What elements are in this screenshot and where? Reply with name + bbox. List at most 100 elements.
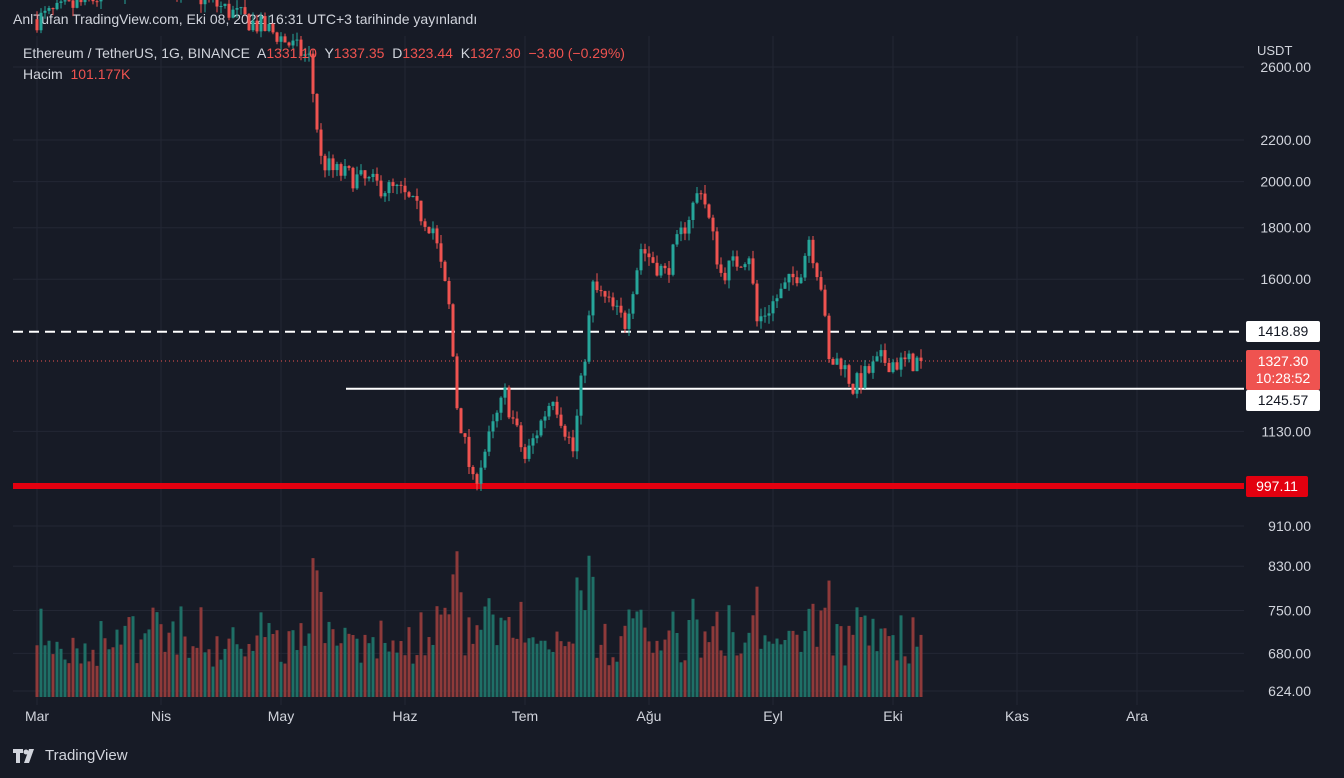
volume-bar bbox=[215, 636, 219, 697]
volume-bar bbox=[567, 641, 571, 697]
candle-body bbox=[459, 408, 463, 434]
volume-bar bbox=[279, 661, 283, 697]
candle-body bbox=[695, 193, 699, 203]
currency-label[interactable]: USDT bbox=[1257, 43, 1293, 58]
candle-body bbox=[491, 421, 495, 432]
volume-bar bbox=[839, 626, 843, 697]
candle-body bbox=[407, 192, 411, 197]
volume-bar bbox=[203, 652, 207, 697]
volume-bar bbox=[327, 621, 331, 697]
y-tick-label: 680.00 bbox=[1268, 645, 1311, 661]
volume-bar bbox=[555, 631, 559, 697]
volume-bar bbox=[367, 643, 371, 697]
volume-bar bbox=[239, 648, 243, 697]
volume-bar bbox=[403, 655, 407, 697]
current-price-label: 1327.30 10:28:52 bbox=[1246, 350, 1320, 390]
volume-bar bbox=[319, 591, 323, 697]
candle-body bbox=[375, 173, 379, 181]
volume-bar bbox=[151, 607, 155, 697]
volume-bar bbox=[903, 656, 907, 697]
candle-body bbox=[279, 36, 283, 42]
x-tick-label: Ara bbox=[1126, 708, 1148, 724]
volume-bar bbox=[459, 592, 463, 697]
candle-body bbox=[239, 7, 243, 9]
volume-bar bbox=[47, 640, 51, 697]
y-tick-label: 750.00 bbox=[1268, 603, 1311, 619]
candle-body bbox=[887, 362, 891, 373]
y-tick-label: 2200.00 bbox=[1260, 132, 1311, 148]
price-levels bbox=[13, 330, 1244, 490]
candle-body bbox=[83, 0, 87, 3]
tradingview-logo-icon bbox=[13, 748, 34, 763]
candle-body bbox=[399, 184, 403, 186]
candle-body bbox=[79, 0, 83, 3]
candle-body bbox=[899, 357, 903, 370]
volume-bar bbox=[243, 656, 247, 697]
candle-body bbox=[483, 451, 487, 468]
candle-body bbox=[655, 262, 659, 276]
candle-body bbox=[327, 158, 331, 171]
volume-bar bbox=[255, 635, 259, 697]
volume-bar bbox=[351, 635, 355, 697]
x-tick-label: Haz bbox=[393, 708, 418, 724]
volume-bar bbox=[779, 644, 783, 697]
volume-label: Hacim bbox=[23, 66, 63, 82]
volume-bar bbox=[531, 637, 535, 697]
volume-bar bbox=[639, 609, 643, 697]
volume-bar bbox=[79, 663, 83, 697]
candle-body bbox=[639, 249, 643, 271]
volume-bar bbox=[511, 637, 515, 697]
time-axis[interactable]: Mar Nis May Haz Tem Ağu Eyl Eki Kas Ara bbox=[25, 708, 1148, 724]
volume-bar bbox=[55, 641, 59, 697]
candle-body bbox=[415, 196, 419, 201]
volume-bar bbox=[271, 633, 275, 697]
candle-body bbox=[395, 184, 399, 187]
price-axis[interactable]: 2600.00 2200.00 2000.00 1800.00 1600.00 1130.… bbox=[1260, 59, 1311, 699]
volume-bar bbox=[395, 652, 399, 697]
volume-bar bbox=[383, 642, 387, 697]
candle-body bbox=[895, 362, 899, 370]
x-tick-label: Nis bbox=[151, 708, 171, 724]
y-tick-label: 1800.00 bbox=[1260, 220, 1311, 236]
close-label: K bbox=[460, 45, 471, 61]
volume-bar bbox=[211, 666, 215, 697]
candle-body bbox=[767, 313, 771, 316]
candle-body bbox=[723, 272, 727, 281]
candle-body bbox=[51, 8, 55, 10]
volume-bar bbox=[851, 634, 855, 697]
close-value: 1327.30 bbox=[470, 45, 521, 61]
candle-body bbox=[527, 445, 531, 459]
volume-value: 101.177K bbox=[70, 66, 131, 82]
volume-bar bbox=[231, 627, 235, 697]
volume-bar bbox=[831, 655, 835, 697]
candle-body bbox=[659, 265, 663, 276]
candle-body bbox=[783, 282, 787, 289]
candle-body bbox=[235, 8, 239, 10]
volume-bar bbox=[71, 637, 75, 697]
candle-body bbox=[367, 176, 371, 179]
volume-bar bbox=[179, 606, 183, 697]
candle-body bbox=[619, 305, 623, 313]
volume-bar bbox=[499, 617, 503, 697]
volume-legend: Hacim 101.177K bbox=[23, 66, 130, 82]
candle-body bbox=[627, 313, 631, 329]
volume-bar bbox=[891, 635, 895, 697]
candle-body bbox=[503, 387, 507, 398]
tradingview-logo[interactable]: TradingView bbox=[13, 747, 128, 764]
candlestick-series[interactable] bbox=[35, 0, 923, 491]
candle-body bbox=[711, 217, 715, 232]
volume-bar bbox=[427, 637, 431, 697]
x-tick-label: May bbox=[268, 708, 294, 724]
volume-bar bbox=[415, 655, 419, 697]
volume-bar bbox=[223, 648, 227, 697]
volume-bar bbox=[887, 636, 891, 697]
candle-body bbox=[843, 365, 847, 370]
volume-bar bbox=[227, 638, 231, 697]
candle-body bbox=[259, 16, 263, 32]
candle-body bbox=[555, 401, 559, 415]
volume-bar bbox=[411, 663, 415, 697]
volume-bar bbox=[743, 642, 747, 697]
volume-bar bbox=[455, 551, 459, 697]
candle-body bbox=[411, 196, 415, 198]
